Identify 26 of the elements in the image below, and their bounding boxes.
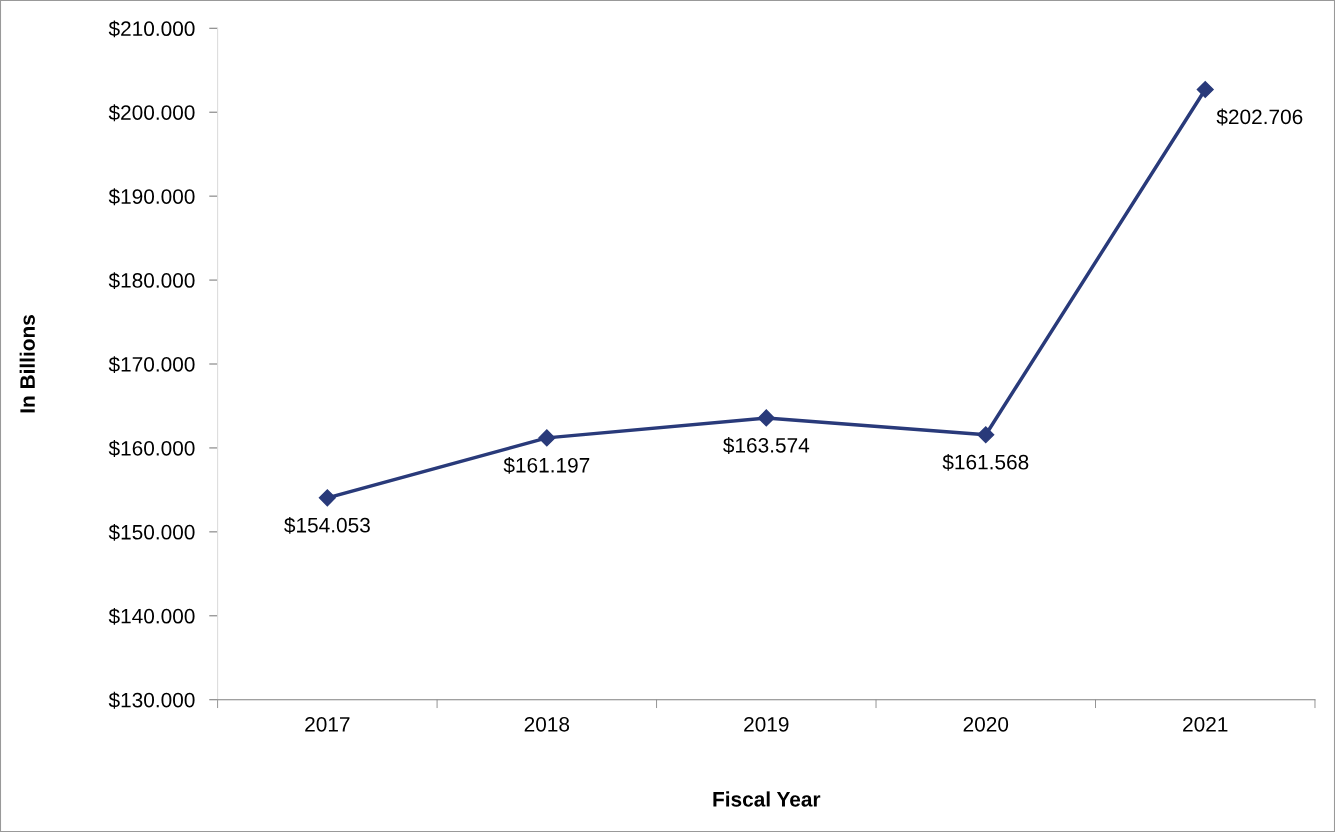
- x-tick-label: 2018: [524, 716, 570, 732]
- y-tick-label: $180.000: [108, 272, 195, 290]
- x-tick-label: 2017: [305, 716, 350, 732]
- y-tick-label: $140.000: [108, 607, 195, 625]
- point: [977, 426, 995, 444]
- y-tick-label: $150.000: [108, 523, 195, 541]
- x-tick-label: 2020: [963, 716, 1009, 732]
- data-label: $161.197: [503, 457, 590, 474]
- x-tick-label: 2021: [1183, 716, 1228, 732]
- data-label: $154.053: [284, 516, 370, 534]
- y-axis-title: In Billions: [19, 315, 35, 413]
- x-tick-label: 2019: [744, 716, 789, 732]
- y-tick-label: $130.000: [108, 691, 195, 709]
- point: [318, 489, 336, 507]
- y-tick-label: $200.000: [108, 104, 195, 122]
- y-tick-label: $160.000: [108, 440, 195, 457]
- data-label: $202.706: [1216, 108, 1303, 126]
- point: [757, 409, 775, 427]
- y-tick-label: $170.000: [108, 356, 195, 373]
- data-label: $163.574: [723, 437, 810, 454]
- data-label: $161.568: [942, 453, 1029, 471]
- y-tick-label: $210.000: [108, 20, 195, 38]
- point: [1196, 80, 1214, 99]
- point: [538, 429, 556, 447]
- x-axis-title: Fiscal Year: [713, 791, 821, 807]
- y-tick-label: $190.000: [108, 188, 195, 206]
